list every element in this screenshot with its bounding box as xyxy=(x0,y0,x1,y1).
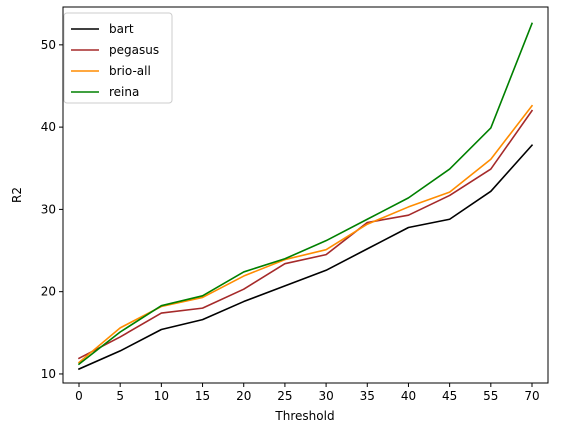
legend-label-bart: bart xyxy=(109,22,134,36)
x-axis-label: Threshold xyxy=(274,409,334,423)
x-tick-label: 45 xyxy=(442,389,457,403)
y-tick-label: 30 xyxy=(41,202,56,216)
series-lines xyxy=(77,22,534,371)
x-tick-label: 25 xyxy=(277,389,292,403)
y-tick-label: 40 xyxy=(41,120,56,134)
x-tick-label: 15 xyxy=(195,389,210,403)
y-tick-label: 50 xyxy=(41,38,56,52)
legend-label-brio-all: brio-all xyxy=(109,64,151,78)
y-tick-label: 10 xyxy=(41,367,56,381)
legend: bart pegasus brio-all reina xyxy=(63,12,173,104)
x-tick-label: 5 xyxy=(116,389,124,403)
x-tick-label: 55 xyxy=(483,389,498,403)
x-tick-label: 10 xyxy=(154,389,169,403)
series-line-pegasus xyxy=(77,109,534,360)
x-tick-label: 35 xyxy=(360,389,375,403)
x-tick-label: 20 xyxy=(236,389,251,403)
legend-box xyxy=(63,12,173,104)
series-line-bart xyxy=(77,144,534,371)
x-tick-label: 30 xyxy=(318,389,333,403)
legend-label-reina: reina xyxy=(109,85,139,99)
series-line-reina xyxy=(77,22,534,366)
x-tick-label: 0 xyxy=(75,389,83,403)
y-axis-label: R2 xyxy=(10,187,24,203)
x-tick-label: 40 xyxy=(401,389,416,403)
series-line-brio-all xyxy=(77,104,534,364)
plot-frame xyxy=(62,6,549,384)
y-axis-ticks: 10 20 30 40 50 xyxy=(41,38,63,381)
x-tick-label: 70 xyxy=(524,389,539,403)
x-axis-ticks: 0 5 10 15 20 25 30 35 40 45 55 70 xyxy=(75,383,540,403)
legend-label-pegasus: pegasus xyxy=(109,43,159,57)
y-tick-label: 20 xyxy=(41,285,56,299)
